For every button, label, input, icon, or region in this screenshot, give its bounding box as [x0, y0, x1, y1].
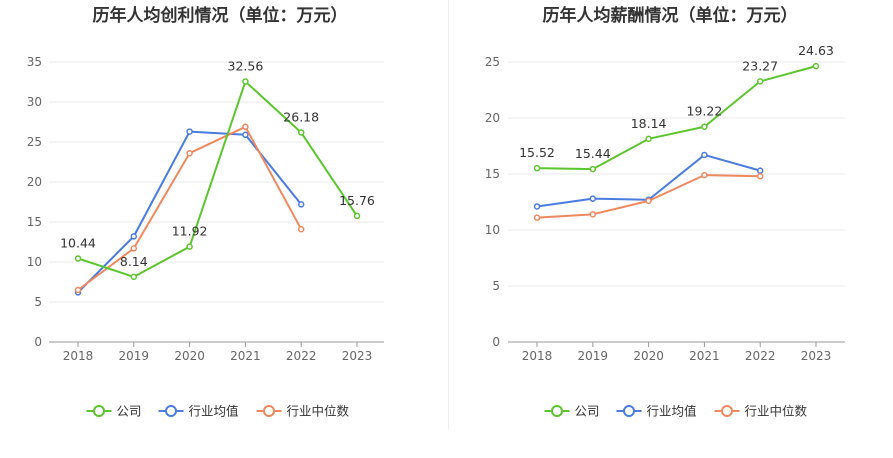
- data-point-industry_avg[interactable]: [130, 233, 138, 240]
- x-tick-label: 2022: [286, 349, 317, 363]
- data-point-company[interactable]: [297, 129, 305, 136]
- data-point-industry_avg[interactable]: [701, 151, 708, 159]
- x-tick-label: 2021: [230, 349, 261, 363]
- legend-swatch-marker: [165, 405, 177, 417]
- data-label: 26.18: [283, 110, 319, 125]
- legend-label: 行业中位数: [287, 404, 350, 419]
- data-label: 8.14: [120, 254, 148, 269]
- legend-label: 行业均值: [647, 404, 697, 419]
- y-tick-label: 10: [27, 255, 42, 269]
- legend-swatch-marker: [623, 405, 635, 417]
- data-point-company[interactable]: [812, 62, 820, 70]
- data-point-industry_median[interactable]: [533, 214, 541, 221]
- y-tick-label: 15: [485, 167, 500, 181]
- x-tick-label: 2023: [801, 349, 832, 363]
- series-line-company: [536, 65, 817, 171]
- data-point-company[interactable]: [589, 165, 597, 173]
- data-point-industry_avg[interactable]: [242, 131, 249, 139]
- legend-swatch-marker: [721, 405, 733, 417]
- data-label: 15.76: [339, 193, 375, 208]
- series-line-company: [77, 80, 358, 278]
- data-point-company[interactable]: [353, 212, 361, 220]
- legend: 公司 行业均值 行业中位数: [544, 404, 808, 419]
- legend-item-company[interactable]: 公司: [544, 404, 600, 419]
- legend-item-industry_avg[interactable]: 行业均值: [158, 404, 239, 419]
- panel-divider: [448, 0, 449, 430]
- legend-swatch-marker: [263, 405, 275, 417]
- data-point-company[interactable]: [701, 123, 708, 130]
- data-point-company[interactable]: [533, 164, 541, 172]
- x-tick-label: 2020: [633, 349, 664, 363]
- chart-salary-per-capita: 历年人均薪酬情况（单位：万元） 0 5 10 15 20 25 2018 2019 2020 202…: [485, 5, 845, 419]
- data-point-industry_median[interactable]: [242, 123, 249, 131]
- data-point-industry_avg[interactable]: [297, 201, 305, 208]
- data-label: 24.63: [798, 43, 834, 58]
- data-point-company[interactable]: [130, 273, 138, 281]
- legend-item-company[interactable]: 公司: [86, 404, 142, 419]
- data-point-industry_median[interactable]: [186, 149, 193, 157]
- data-point-industry_avg[interactable]: [533, 203, 541, 210]
- legend-label: 公司: [117, 404, 142, 419]
- data-point-industry_median[interactable]: [756, 172, 764, 180]
- x-tick-label: 2018: [63, 349, 94, 363]
- y-tick-label: 5: [34, 295, 42, 309]
- y-tick-label: 25: [27, 135, 42, 149]
- legend-label: 行业均值: [189, 404, 239, 419]
- data-point-industry_median[interactable]: [74, 286, 82, 294]
- chart-title: 历年人均薪酬情况（单位：万元）: [543, 5, 798, 26]
- data-point-industry_median[interactable]: [701, 171, 708, 179]
- y-tick-label: 10: [485, 223, 500, 237]
- y-tick-label: 20: [485, 111, 500, 125]
- data-point-industry_median[interactable]: [645, 197, 652, 205]
- legend-item-industry_median[interactable]: 行业中位数: [714, 404, 808, 419]
- data-label: 19.22: [687, 104, 723, 119]
- data-point-industry_avg[interactable]: [186, 128, 193, 135]
- y-tick-label: 30: [27, 95, 42, 109]
- y-tick-label: 0: [492, 335, 500, 349]
- legend-item-industry_avg[interactable]: 行业均值: [616, 404, 697, 419]
- y-tick-label: 5: [492, 279, 500, 293]
- y-tick-label: 15: [27, 215, 42, 229]
- data-point-industry_median[interactable]: [130, 245, 138, 252]
- data-label: 10.44: [60, 235, 96, 250]
- chart-profit-per-capita: 历年人均创利情况（单位：万元） 0 5 10 15 20 25 30 35 2018 2019 202…: [27, 5, 384, 419]
- legend-label: 行业中位数: [745, 404, 808, 419]
- x-tick-label: 2018: [522, 349, 553, 363]
- y-tick-label: 25: [485, 55, 500, 69]
- data-point-company[interactable]: [74, 255, 82, 262]
- data-label: 15.44: [575, 146, 611, 161]
- data-label: 32.56: [228, 59, 264, 74]
- data-point-company[interactable]: [756, 78, 764, 85]
- data-point-industry_avg[interactable]: [589, 195, 597, 202]
- series-line-industry_median: [536, 174, 761, 219]
- data-point-industry_median[interactable]: [297, 225, 305, 233]
- data-label: 18.14: [631, 116, 667, 131]
- x-tick-label: 2019: [578, 349, 609, 363]
- x-tick-label: 2019: [119, 349, 150, 363]
- data-label: 11.92: [172, 224, 208, 239]
- x-tick-label: 2023: [342, 349, 373, 363]
- y-tick-label: 20: [27, 175, 42, 189]
- data-label: 15.52: [519, 145, 555, 160]
- data-point-company[interactable]: [645, 135, 652, 143]
- data-label: 23.27: [742, 58, 778, 73]
- data-point-company[interactable]: [186, 243, 193, 250]
- legend: 公司 行业均值 行业中位数: [86, 404, 350, 419]
- x-tick-label: 2020: [174, 349, 205, 363]
- x-tick-label: 2022: [745, 349, 776, 363]
- data-point-industry_avg[interactable]: [756, 167, 764, 174]
- data-point-company[interactable]: [242, 78, 249, 85]
- x-tick-label: 2021: [689, 349, 720, 363]
- legend-swatch-marker: [551, 405, 563, 417]
- y-tick-label: 35: [27, 55, 42, 69]
- data-point-industry_median[interactable]: [589, 211, 597, 218]
- legend-label: 公司: [575, 404, 600, 419]
- legend-item-industry_median[interactable]: 行业中位数: [256, 404, 350, 419]
- legend-swatch-marker: [93, 405, 105, 417]
- y-tick-label: 0: [34, 335, 42, 349]
- chart-title: 历年人均创利情况（单位：万元）: [93, 5, 348, 26]
